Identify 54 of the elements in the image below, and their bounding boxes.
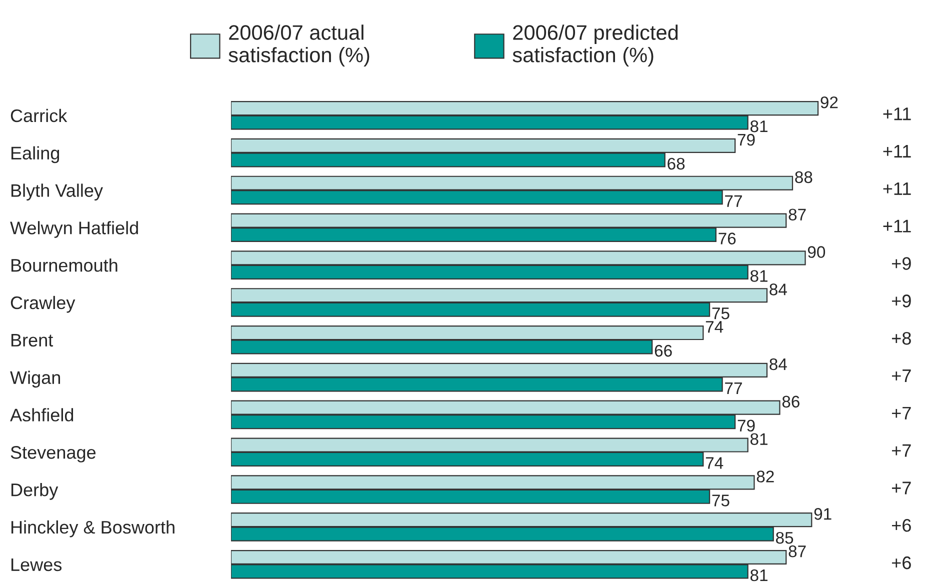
data-label: 68 bbox=[668, 158, 685, 170]
data-label: 84 bbox=[770, 358, 787, 370]
y-tick-label: Carrick bbox=[10, 108, 68, 122]
data-label: 92 bbox=[820, 96, 838, 108]
text: +11 bbox=[883, 182, 911, 195]
data-label: 77 bbox=[725, 195, 742, 207]
y-tick-label: Hinckley & Bosworth bbox=[11, 520, 174, 538]
text: +11 bbox=[883, 145, 911, 158]
data-label: 79 bbox=[738, 420, 755, 432]
data-label: 81 bbox=[750, 120, 768, 132]
y-tick-label: Brent bbox=[11, 334, 54, 347]
data-label: 75 bbox=[712, 494, 730, 506]
text: +7 bbox=[892, 370, 911, 382]
y-tick-label: Crawley bbox=[10, 296, 76, 313]
text: +7 bbox=[892, 482, 911, 494]
legend-label: 2006/07 predicted satisfaction (%) bbox=[512, 24, 678, 66]
text: +9 bbox=[892, 257, 911, 270]
data-label: 79 bbox=[738, 134, 755, 146]
y-tick-label: Stevenage bbox=[10, 446, 96, 462]
data-label: 88 bbox=[795, 171, 812, 184]
y-tick-label: Ealing bbox=[11, 146, 60, 164]
y-tick-label: Wigan bbox=[10, 370, 60, 388]
y-tick-label: Blyth Valley bbox=[11, 184, 103, 201]
text: +9 bbox=[892, 294, 911, 308]
data-label: 85 bbox=[776, 532, 794, 544]
data-label: 84 bbox=[770, 284, 787, 296]
y-tick-label: Ashfield bbox=[10, 408, 74, 422]
text: +8 bbox=[892, 332, 911, 345]
data-label: 90 bbox=[808, 246, 826, 258]
data-label: 87 bbox=[788, 545, 806, 558]
text: +6 bbox=[892, 556, 911, 570]
text: +11 bbox=[883, 108, 911, 120]
text: +6 bbox=[892, 519, 911, 532]
data-label: 86 bbox=[782, 396, 800, 408]
data-label: 81 bbox=[750, 270, 768, 282]
data-label: 82 bbox=[756, 470, 774, 482]
text: +11 bbox=[883, 220, 911, 232]
data-label: 76 bbox=[718, 232, 736, 244]
y-tick-label: Bournemouth bbox=[11, 258, 118, 272]
y-tick-label: Welwyn Hatfield bbox=[10, 221, 138, 238]
legend-label: 2006/07 actual satisfaction (%) bbox=[228, 24, 370, 66]
text: +7 bbox=[892, 444, 911, 457]
data-label: 74 bbox=[706, 457, 724, 469]
y-tick-label: Lewes bbox=[11, 558, 62, 572]
data-label: 77 bbox=[725, 382, 742, 394]
data-label: 66 bbox=[654, 344, 672, 357]
data-label: 81 bbox=[750, 433, 768, 445]
data-label: 75 bbox=[712, 308, 730, 320]
data-label: 81 bbox=[750, 569, 768, 582]
y-tick-label: Derby bbox=[11, 482, 58, 500]
data-label: 91 bbox=[814, 508, 832, 520]
data-label: 87 bbox=[788, 208, 806, 221]
data-label: 74 bbox=[706, 321, 724, 333]
text: +7 bbox=[892, 406, 911, 420]
